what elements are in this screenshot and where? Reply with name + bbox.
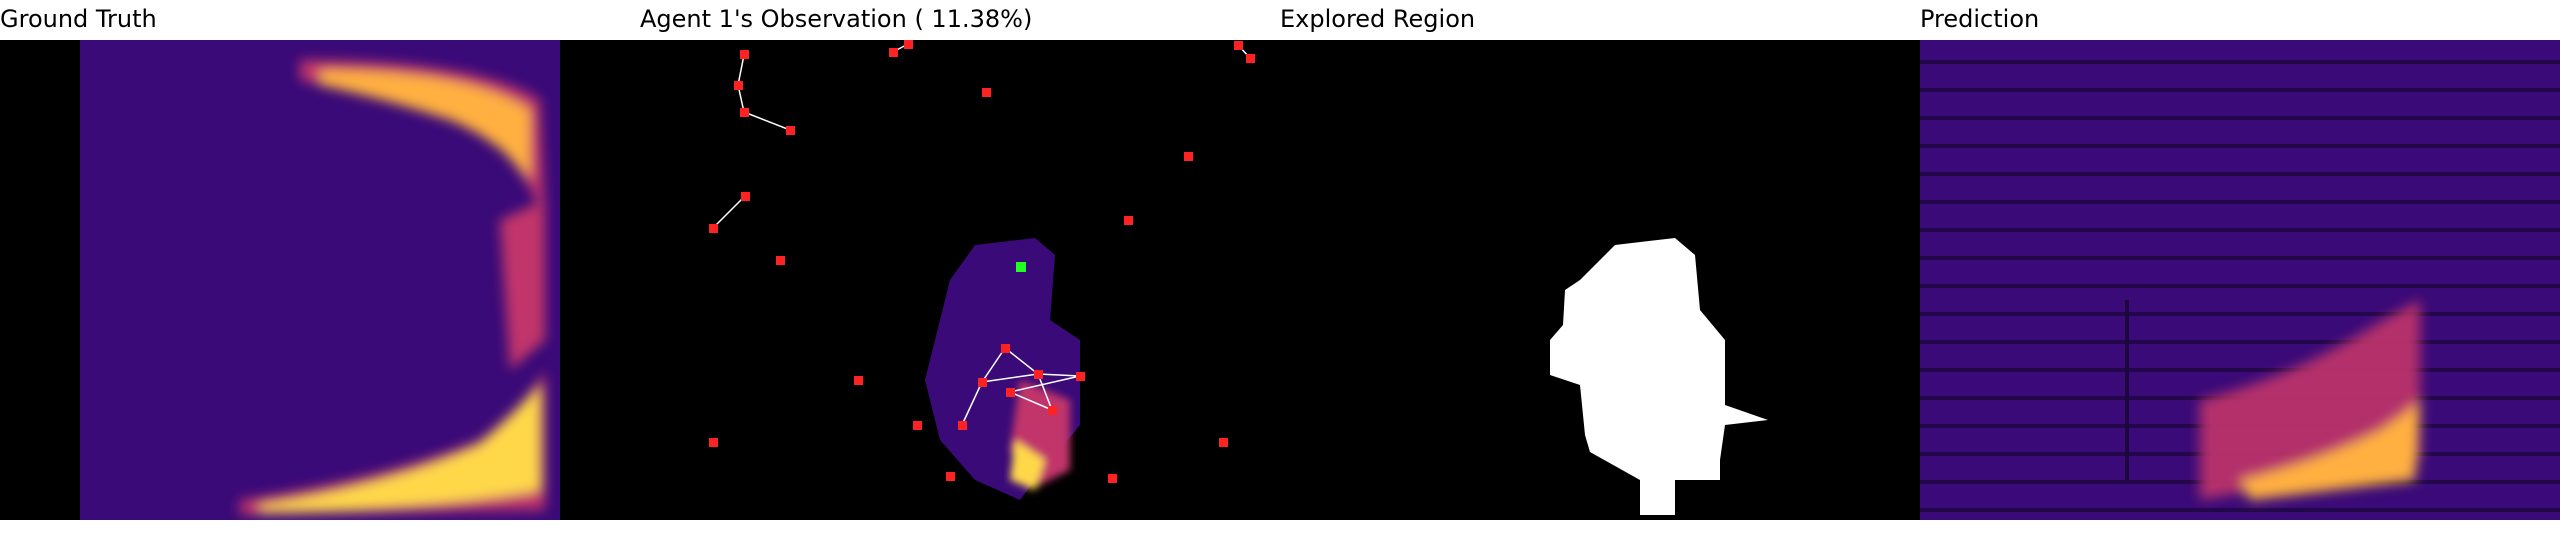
explored-area (1550, 238, 1768, 515)
prediction-panel: Prediction (1920, 0, 2560, 520)
observation-panel: Agent 1's Observation ( 11.38%) (640, 0, 1280, 520)
ground-truth-heatmap-image (0, 40, 640, 520)
explored-title: Explored Region (1280, 5, 1476, 33)
explored-mask (1280, 40, 1920, 520)
observation-title: Agent 1's Observation ( 11.38%) (640, 5, 1033, 33)
agent-markers (709, 40, 1255, 483)
ground-truth-panel: Ground Truth (0, 0, 640, 520)
observation-map (640, 40, 1280, 520)
prediction-heatmap-image (1920, 40, 2560, 520)
observation-map-image (640, 40, 1280, 520)
explored-panel: Explored Region (1280, 0, 1920, 520)
explored-mask-image (1280, 40, 1920, 520)
ground-truth-heatmap (0, 40, 640, 520)
ground-truth-title: Ground Truth (0, 5, 157, 33)
prediction-title: Prediction (1920, 5, 2040, 33)
current-agent-marker (1016, 262, 1026, 272)
prediction-heatmap (1920, 40, 2560, 520)
